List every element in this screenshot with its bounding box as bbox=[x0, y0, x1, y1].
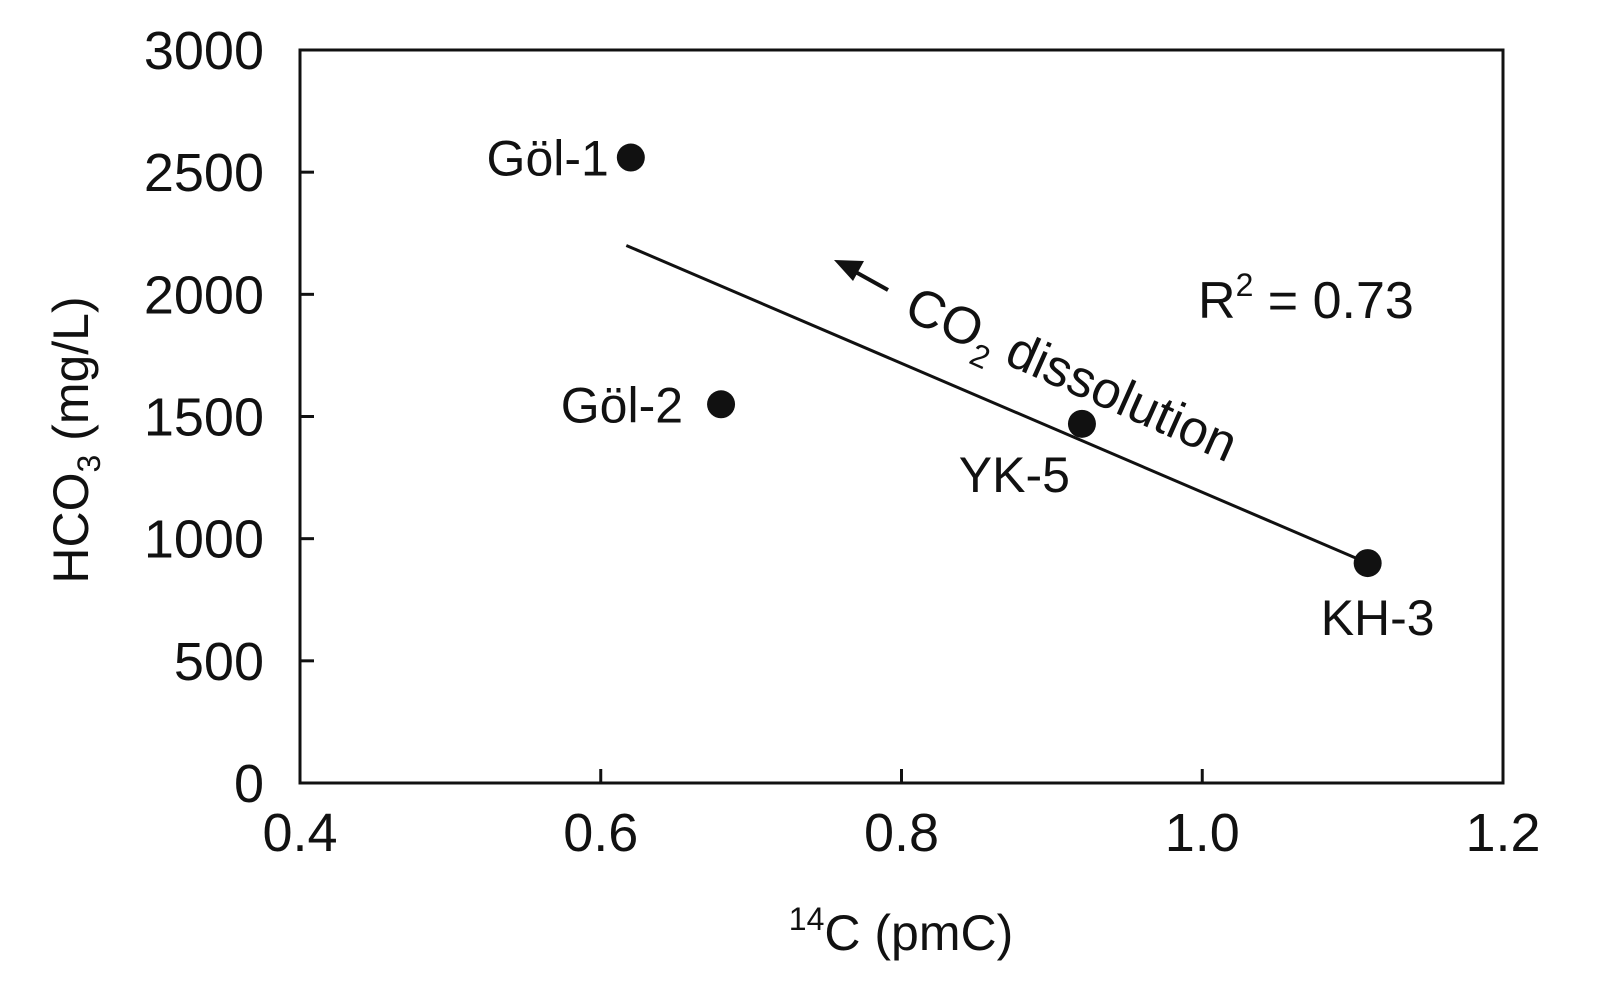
data-point bbox=[1353, 549, 1382, 578]
y-axis-tick-labels: 0 500 1000 1500 2000 2500 3000 bbox=[144, 21, 264, 814]
x-tick-label: 1.0 bbox=[1165, 803, 1240, 863]
x-tick-label: 0.8 bbox=[864, 803, 939, 863]
y-tick-label: 1000 bbox=[144, 510, 264, 570]
data-point-label: Göl-1 bbox=[487, 131, 609, 187]
data-point-label: YK-5 bbox=[959, 447, 1070, 503]
data-point-labels: Göl-1 Göl-2 YK-5 KH-3 bbox=[487, 131, 1435, 647]
x-tick-label: 1.2 bbox=[1465, 803, 1540, 863]
x-tick-label: 0.6 bbox=[563, 803, 638, 863]
x-axis-tick-labels: 0.4 0.6 0.8 1.0 1.2 bbox=[262, 803, 1540, 863]
dissolution-arrow-head bbox=[834, 260, 864, 281]
data-point bbox=[616, 143, 645, 172]
r-squared-superscript: 2 bbox=[1236, 267, 1254, 303]
r-squared-prefix: R bbox=[1198, 272, 1236, 330]
r-squared-annotation: R2 = 0.73 bbox=[1198, 267, 1414, 330]
data-point-label: KH-3 bbox=[1321, 590, 1435, 646]
x-axis-ticks bbox=[298, 769, 1505, 783]
y-axis-label: HCO3 (mg/L) bbox=[43, 296, 107, 583]
y-tick-label: 500 bbox=[174, 632, 264, 692]
y-tick-label: 2000 bbox=[144, 265, 264, 325]
y-axis-label-suffix: (mg/L) bbox=[43, 296, 99, 454]
data-points bbox=[616, 143, 1382, 578]
y-tick-label: 2500 bbox=[144, 143, 264, 203]
y-tick-label: 0 bbox=[234, 754, 264, 814]
data-point bbox=[707, 390, 736, 419]
y-tick-label: 3000 bbox=[144, 21, 264, 81]
data-point bbox=[1067, 409, 1096, 438]
x-axis-label: 14C (pmC) bbox=[789, 901, 1013, 961]
dissolution-arrow-shaft bbox=[851, 268, 889, 292]
x-tick-label: 0.4 bbox=[262, 803, 337, 863]
dissolution-arrow bbox=[834, 260, 889, 292]
x-axis-label-main: C (pmC) bbox=[824, 905, 1013, 961]
y-tick-label: 1500 bbox=[144, 388, 264, 448]
y-axis-label-prefix: HCO bbox=[43, 473, 99, 584]
y-axis-label-subscript: 3 bbox=[71, 455, 107, 473]
x-axis-label-superscript: 14 bbox=[789, 901, 825, 937]
trend-line bbox=[625, 244, 1369, 565]
data-point-label: Göl-2 bbox=[561, 377, 683, 433]
r-squared-value: = 0.73 bbox=[1253, 272, 1413, 330]
y-axis-ticks bbox=[300, 48, 314, 785]
